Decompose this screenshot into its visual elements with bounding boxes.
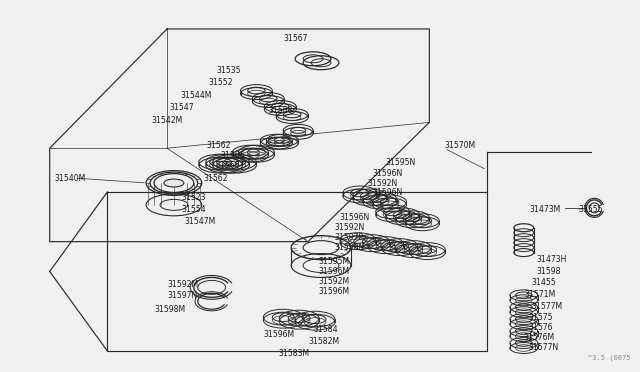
Text: 31596N: 31596N — [372, 169, 403, 177]
Text: 31577N: 31577N — [529, 343, 559, 352]
Text: 31571M: 31571M — [525, 290, 556, 299]
Text: 31544M: 31544M — [181, 91, 212, 100]
Text: 31566: 31566 — [221, 151, 245, 160]
Text: 31582M: 31582M — [308, 337, 339, 346]
Text: 31592N: 31592N — [335, 223, 365, 232]
Text: 31597P: 31597P — [335, 233, 364, 242]
Text: 31540M: 31540M — [54, 174, 86, 183]
Text: 31576M: 31576M — [524, 333, 555, 341]
Text: 31584: 31584 — [313, 325, 338, 334]
Text: 31567: 31567 — [284, 35, 308, 44]
Text: 31595M: 31595M — [318, 257, 349, 266]
Text: 31598N: 31598N — [335, 243, 365, 252]
Text: 31552: 31552 — [209, 78, 233, 87]
Text: 31596N: 31596N — [340, 213, 370, 222]
Text: 31473M: 31473M — [530, 205, 561, 214]
Text: 31535: 31535 — [217, 66, 241, 75]
Text: 31576: 31576 — [529, 323, 553, 331]
Text: 31597N: 31597N — [167, 291, 197, 300]
Text: 31592M: 31592M — [167, 280, 198, 289]
Text: 31473H: 31473H — [537, 255, 567, 264]
Text: 31555: 31555 — [579, 205, 603, 214]
Text: 31566: 31566 — [216, 161, 240, 170]
Text: 31455: 31455 — [532, 278, 556, 287]
Text: ^3.5 (0075: ^3.5 (0075 — [588, 355, 631, 361]
Text: 31592N: 31592N — [368, 179, 398, 187]
Text: 31570M: 31570M — [444, 141, 476, 150]
Text: 31592M: 31592M — [318, 277, 349, 286]
Text: 31562: 31562 — [207, 141, 231, 150]
Text: 31562: 31562 — [204, 174, 228, 183]
Text: 31547M: 31547M — [185, 217, 216, 226]
Text: 31554: 31554 — [182, 205, 207, 214]
Text: 31577M: 31577M — [532, 302, 563, 311]
Text: 31575: 31575 — [529, 313, 553, 322]
Text: 31583M: 31583M — [278, 349, 309, 359]
Ellipse shape — [164, 179, 184, 187]
Text: 31596M: 31596M — [318, 267, 349, 276]
Text: 31595N: 31595N — [386, 158, 416, 167]
Text: 31568: 31568 — [268, 106, 293, 115]
Text: 31598: 31598 — [537, 267, 561, 276]
Text: 31547: 31547 — [169, 103, 193, 112]
Text: 31596N: 31596N — [372, 189, 403, 198]
Text: 31598M: 31598M — [154, 305, 185, 314]
Text: 31542M: 31542M — [151, 116, 182, 125]
Text: 31523: 31523 — [182, 193, 206, 202]
Text: 31596M: 31596M — [318, 287, 349, 296]
Text: 31596M: 31596M — [264, 330, 294, 339]
